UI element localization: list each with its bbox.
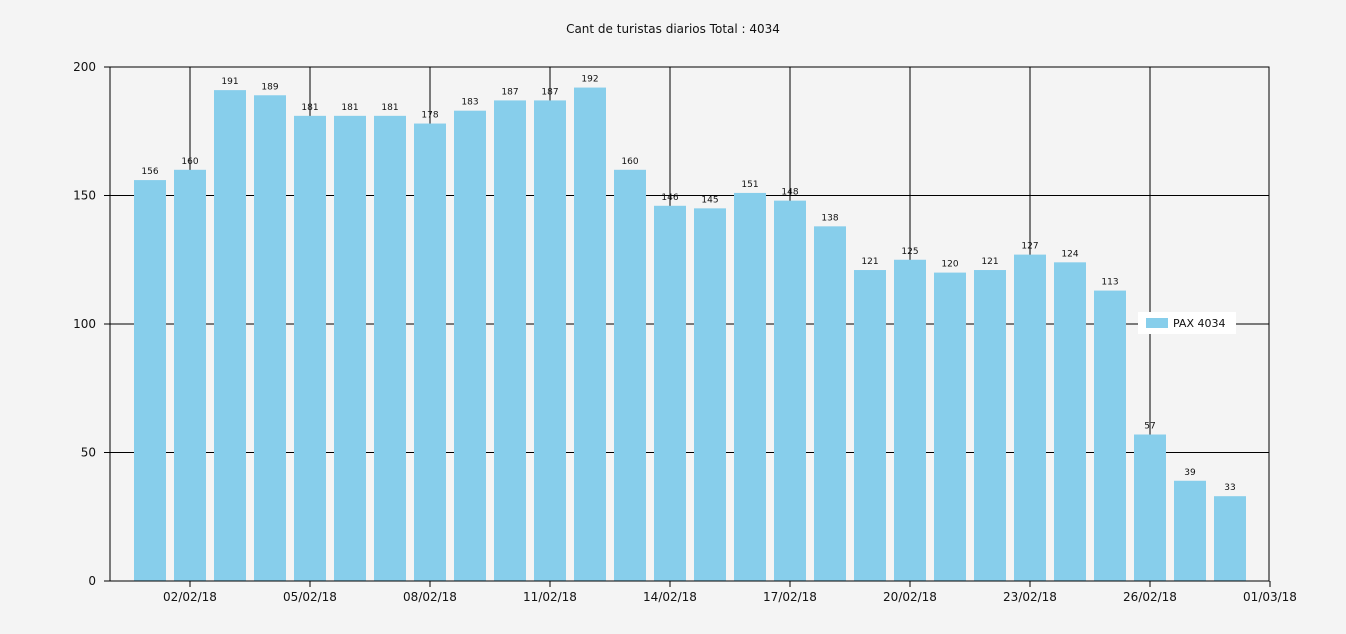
bar-value-label: 121 bbox=[981, 257, 998, 267]
bars bbox=[134, 87, 1246, 582]
bar-value-label: 181 bbox=[341, 103, 358, 113]
bar bbox=[454, 110, 486, 581]
bar bbox=[1054, 262, 1086, 581]
bar-value-label: 145 bbox=[701, 195, 718, 205]
bar bbox=[254, 95, 286, 582]
bar-value-label: 192 bbox=[581, 75, 598, 85]
bar bbox=[1094, 290, 1126, 581]
legend-label: PAX 4034 bbox=[1173, 317, 1225, 330]
y-tick-label: 0 bbox=[88, 574, 96, 588]
chart-title: Cant de turistas diarios Total : 4034 bbox=[566, 22, 780, 36]
bar bbox=[174, 169, 206, 582]
x-tick-label: 08/02/18 bbox=[403, 590, 457, 604]
bar bbox=[1014, 254, 1046, 582]
bar-value-label: 160 bbox=[621, 157, 638, 167]
data-labels: 156 160 191 189 181 181 181 178 183 187 187 192 160 1… bbox=[141, 75, 1235, 494]
bar bbox=[134, 180, 166, 581]
bar-value-label: 189 bbox=[261, 82, 278, 92]
bar-value-label: 39 bbox=[1184, 468, 1196, 478]
bar bbox=[694, 208, 726, 581]
bar bbox=[734, 192, 766, 581]
bar bbox=[494, 100, 526, 581]
y-tick-label: 200 bbox=[73, 60, 96, 74]
x-tick-label: 05/02/18 bbox=[283, 590, 337, 604]
plot-frame bbox=[109, 66, 1270, 582]
x-tick-label: 17/02/18 bbox=[763, 590, 817, 604]
bar-value-label: 156 bbox=[141, 167, 158, 177]
y-tick-label: 150 bbox=[73, 189, 96, 203]
bar-value-label: 113 bbox=[1101, 278, 1118, 288]
bar bbox=[214, 90, 246, 581]
axes: 0 50 100 150 200 02/02/18 05/02/18 08/02/18 11/0… bbox=[73, 60, 1297, 604]
bar bbox=[934, 272, 966, 581]
x-tick-label: 14/02/18 bbox=[643, 590, 697, 604]
bar-value-label: 125 bbox=[901, 247, 918, 257]
bar-value-label: 127 bbox=[1021, 242, 1038, 252]
bar bbox=[654, 205, 686, 581]
legend-box bbox=[1138, 312, 1236, 334]
bar-value-label: 33 bbox=[1224, 483, 1235, 493]
bar bbox=[894, 259, 926, 581]
bar-value-label: 151 bbox=[741, 180, 758, 190]
bar bbox=[574, 87, 606, 581]
bar-value-label: 181 bbox=[301, 103, 318, 113]
bar bbox=[974, 270, 1006, 581]
x-tick-label: 02/02/18 bbox=[163, 590, 217, 604]
x-tick-label: 26/02/18 bbox=[1123, 590, 1177, 604]
bar-value-label: 187 bbox=[541, 87, 558, 97]
bar-value-label: 183 bbox=[461, 98, 478, 108]
bar bbox=[294, 115, 326, 581]
bar-value-label: 124 bbox=[1061, 249, 1078, 259]
x-tick-label: 23/02/18 bbox=[1003, 590, 1057, 604]
bar bbox=[614, 169, 646, 582]
bar-value-label: 181 bbox=[381, 103, 398, 113]
legend-swatch bbox=[1146, 318, 1168, 328]
bar bbox=[534, 100, 566, 581]
bar bbox=[334, 115, 366, 581]
bar-value-label: 138 bbox=[821, 213, 838, 223]
bar-value-label: 57 bbox=[1144, 422, 1155, 432]
bar-value-label: 121 bbox=[861, 257, 878, 267]
bar bbox=[1134, 434, 1166, 581]
bar bbox=[1174, 480, 1206, 581]
bar-value-label: 160 bbox=[181, 157, 198, 167]
bar-value-label: 148 bbox=[781, 188, 798, 198]
legend: PAX 4034 bbox=[1138, 312, 1236, 334]
bar bbox=[1214, 496, 1246, 581]
bar bbox=[414, 123, 446, 581]
bar bbox=[374, 115, 406, 581]
bar-value-label: 146 bbox=[661, 193, 678, 203]
bar bbox=[854, 270, 886, 581]
y-tick-label: 100 bbox=[73, 317, 96, 331]
x-tick-label: 20/02/18 bbox=[883, 590, 937, 604]
bar bbox=[814, 226, 846, 581]
bar-value-label: 191 bbox=[221, 77, 238, 87]
bar-value-label: 178 bbox=[421, 111, 438, 121]
y-tick-label: 50 bbox=[81, 446, 96, 460]
bar-value-label: 120 bbox=[941, 260, 958, 270]
bar bbox=[774, 200, 806, 581]
x-tick-label: 11/02/18 bbox=[523, 590, 577, 604]
bar-value-label: 187 bbox=[501, 87, 518, 97]
x-tick-label: 01/03/18 bbox=[1243, 590, 1297, 604]
